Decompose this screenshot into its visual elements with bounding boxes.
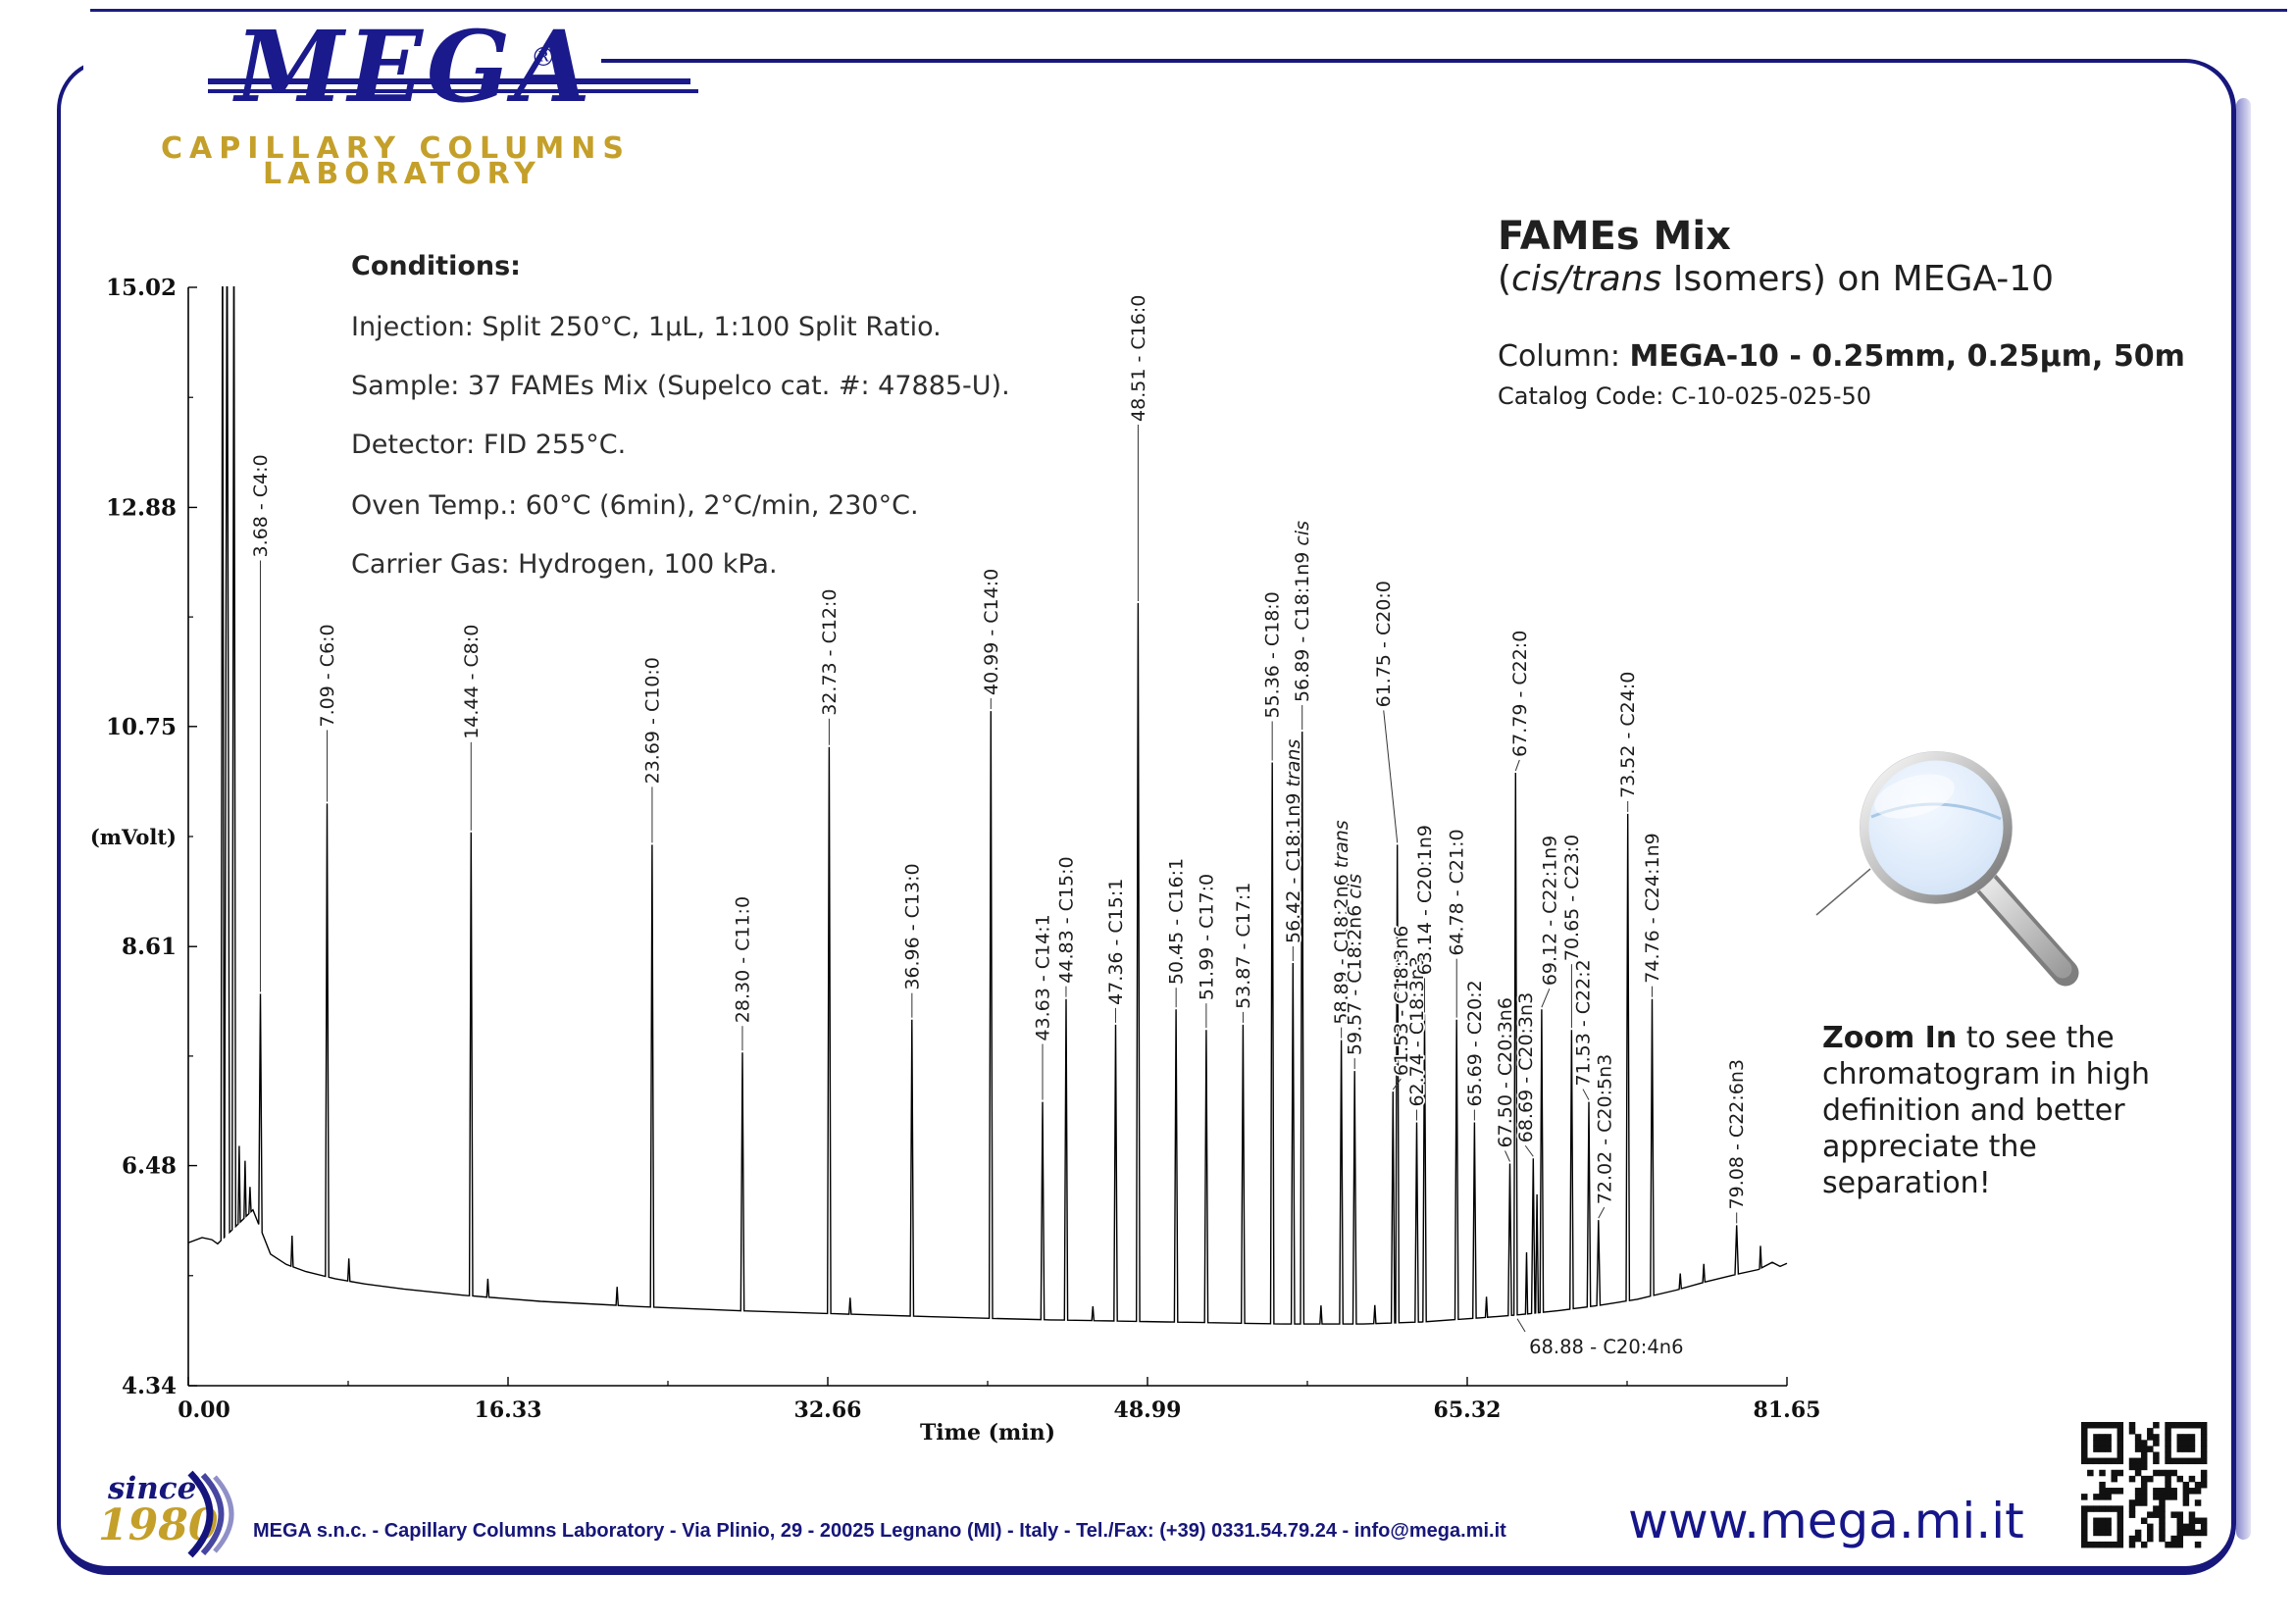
catalog-code: Catalog Code: C-10-025-025-50 [1498,382,1872,410]
svg-text:53.87 - C17:1: 53.87 - C17:1 [1233,883,1254,1009]
svg-text:65.32: 65.32 [1434,1397,1502,1423]
svg-text:55.36 - C18:0: 55.36 - C18:0 [1262,591,1284,718]
chromatogram-trace [188,286,1788,1325]
svg-text:3.68 - C4:0: 3.68 - C4:0 [250,454,272,557]
website-link[interactable]: www.mega.mi.it [1628,1493,2024,1549]
svg-text:28.30 - C11:0: 28.30 - C11:0 [732,896,753,1023]
company-address: MEGA s.n.c. - Capillary Columns Laborato… [253,1520,1506,1542]
zoom-note-bold: Zoom In [1822,1021,1958,1055]
page-title: FAMEs Mix [1498,214,1731,259]
svg-text:7.09 - C6:0: 7.09 - C6:0 [317,624,338,727]
svg-text:51.99 - C17:0: 51.99 - C17:0 [1196,874,1217,1000]
svg-text:67.50 - C20:3n6: 67.50 - C20:3n6 [1495,997,1516,1147]
svg-text:74.76 - C24:1n9: 74.76 - C24:1n9 [1642,833,1663,983]
logo-strike-line-2 [208,89,698,93]
since-label: since [108,1471,197,1506]
magnifier-icon [1815,751,2079,987]
svg-text:32.73 - C12:0: 32.73 - C12:0 [819,588,841,715]
svg-text:56.42 - C18:1n9 trans: 56.42 - C18:1n9 trans [1283,739,1304,943]
svg-text:44.83 - C15:0: 44.83 - C15:0 [1055,856,1077,983]
svg-text:79.08 - C22:6n3: 79.08 - C22:6n3 [1726,1059,1748,1209]
column-label: Column: [1498,339,1630,374]
svg-text:59.57 - C18:2n6 cis: 59.57 - C18:2n6 cis [1345,874,1366,1055]
svg-text:50.45 - C16:1: 50.45 - C16:1 [1166,858,1188,985]
top-accent-line [90,9,2287,12]
svg-text:69.12 - C22:1n9: 69.12 - C22:1n9 [1539,836,1560,986]
chart-axes: 4.34 6.48 8.61 10.75 12.88 15.02 (mVolt) 0.00 16… [90,275,1821,1446]
zoom-note-line3: definition and better [1822,1093,2125,1128]
svg-text:36.96 - C13:0: 36.96 - C13:0 [901,863,923,990]
svg-text:10.75: 10.75 [106,714,177,740]
svg-text:48.51 - C16:0: 48.51 - C16:0 [1128,295,1149,422]
svg-text:64.78 - C21:0: 64.78 - C21:0 [1447,829,1468,955]
svg-text:70.65 - C23:0: 70.65 - C23:0 [1561,835,1583,961]
page-border-frame [57,59,2236,1575]
svg-text:43.63 - C14:1: 43.63 - C14:1 [1032,914,1053,1040]
brand-logo: MEGA [235,9,594,125]
svg-text:16.33: 16.33 [475,1397,542,1423]
column-spec: Column: MEGA-10 - 0.25mm, 0.25μm, 50m [1498,339,2185,374]
registered-mark: ® [531,43,556,73]
zoom-note-line2: chromatogram in high [1822,1057,2151,1091]
condition-injection: Injection: Split 250°C, 1μL, 1:100 Split… [351,312,942,342]
svg-text:81.65: 81.65 [1754,1397,1821,1423]
svg-text:73.52 - C24:0: 73.52 - C24:0 [1617,672,1639,798]
subtitle-post: Isomers) on MEGA-10 [1661,259,2055,299]
svg-text:62.74 - C18:3n3: 62.74 - C18:3n3 [1406,956,1428,1106]
qr-code [2081,1422,2208,1548]
peak-labels: 3.68 - C4:0 7.09 - C6:0 14.44 - C8:0 23.69 … [248,293,1750,1360]
svg-text:14.44 - C8:0: 14.44 - C8:0 [461,625,483,739]
svg-text:61.53 - C18:3n6: 61.53 - C18:3n6 [1391,926,1412,1076]
condition-carrier: Carrier Gas: Hydrogen, 100 kPa. [351,549,778,580]
svg-text:71.53 - C22:2: 71.53 - C22:2 [1572,959,1594,1086]
brand-tagline-1: CAPILLARY COLUMNS [161,131,631,166]
condition-sample: Sample: 37 FAMEs Mix (Supelco cat. #: 47… [351,371,1010,401]
svg-text:65.69 - C20:2: 65.69 - C20:2 [1464,980,1486,1106]
logo-strike-line [208,78,690,84]
condition-detector: Detector: FID 255°C. [351,430,627,460]
svg-text:47.36 - C15:1: 47.36 - C15:1 [1105,879,1127,1005]
page-subtitle: (cis/trans Isomers) on MEGA-10 [1498,259,2054,299]
svg-text:63.14 - C20:1n9: 63.14 - C20:1n9 [1414,825,1436,975]
svg-text:48.99: 48.99 [1114,1397,1182,1423]
logo-background [83,39,601,184]
svg-text:12.88: 12.88 [106,494,177,521]
svg-text:61.75 - C20:0: 61.75 - C20:0 [1373,581,1395,707]
svg-text:15.02: 15.02 [106,275,177,301]
right-border-shade [2236,98,2251,1540]
svg-text:72.02 - C20:5n3: 72.02 - C20:5n3 [1594,1054,1615,1204]
svg-text:0.00: 0.00 [178,1397,230,1423]
svg-text:56.89 - C18:1n9 cis: 56.89 - C18:1n9 cis [1292,521,1313,702]
svg-text:40.99 - C14:0: 40.99 - C14:0 [981,569,1002,695]
svg-text:68.88 - C20:4n6: 68.88 - C20:4n6 [1529,1336,1683,1358]
svg-text:8.61: 8.61 [122,934,177,960]
conditions-heading: Conditions: [351,251,521,281]
column-value: MEGA-10 - 0.25mm, 0.25μm, 50m [1629,339,2185,374]
since-swoosh-icon [187,1470,234,1558]
zoom-note-rest: to see the [1957,1021,2115,1055]
zoom-note-line4: appreciate the separation! [1822,1130,2037,1200]
zoom-note: Zoom In to see the chromatogram in high … [1822,1020,2215,1201]
svg-text:67.79 - C22:0: 67.79 - C22:0 [1509,631,1531,757]
svg-text:58.89 - C18:2n6 trans: 58.89 - C18:2n6 trans [1331,820,1352,1024]
subtitle-pre: ( [1498,259,1512,299]
condition-oven: Oven Temp.: 60°C (6min), 2°C/min, 230°C. [351,490,919,521]
svg-text:Time (min): Time (min) [920,1420,1055,1446]
svg-text:(mVolt): (mVolt) [90,825,177,849]
svg-text:68.69 - C20:3n3: 68.69 - C20:3n3 [1515,992,1537,1142]
subtitle-italic: cis/trans [1511,259,1662,299]
svg-text:6.48: 6.48 [122,1153,177,1180]
svg-text:32.66: 32.66 [794,1397,862,1423]
svg-text:4.34: 4.34 [122,1373,177,1399]
zoom-note-line1: Zoom In to see the [1822,1020,2215,1056]
brand-tagline-2: LABORATORY [263,157,541,191]
svg-text:23.69 - C10:0: 23.69 - C10:0 [641,657,663,784]
